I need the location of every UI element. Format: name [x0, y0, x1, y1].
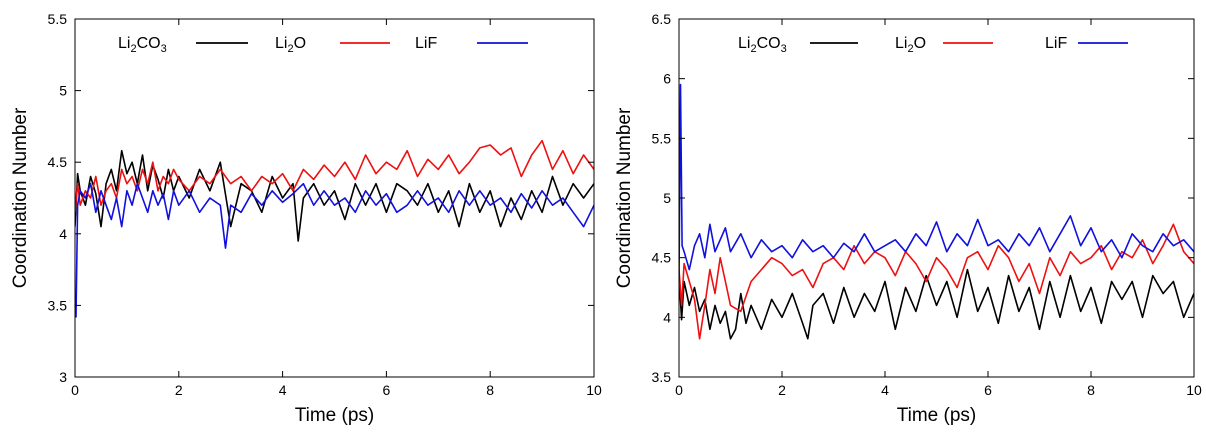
x-tick-label: 0 — [675, 382, 683, 398]
x-tick-label: 6 — [383, 382, 391, 398]
y-axis-label: Coordination Number — [10, 107, 31, 288]
legend-label: Li2CO3 — [738, 35, 787, 55]
legend-text-part: LiF — [1045, 35, 1067, 52]
legend-entry-li2co3: Li2CO3 — [738, 35, 858, 55]
legend-text-part: O — [914, 35, 926, 52]
y-tick-label: 5.5 — [48, 11, 68, 27]
legend-text-part: CO — [757, 35, 781, 52]
legend-label: LiF — [415, 35, 437, 52]
legend-entry-lif: LiF — [1045, 35, 1128, 52]
series-line-lif — [75, 182, 594, 318]
x-tick-label: 4 — [881, 382, 889, 398]
legend-text-part: Li — [895, 35, 907, 52]
y-tick-label: 4 — [59, 226, 67, 242]
y-tick-label: 4 — [663, 309, 671, 325]
series-line-li2o — [75, 139, 594, 213]
series-line-lif — [679, 83, 1194, 282]
y-tick-label: 5.5 — [652, 130, 672, 146]
y-tick-label: 3.5 — [652, 369, 672, 385]
x-tick-label: 2 — [778, 382, 786, 398]
legend-subscript: 3 — [161, 43, 167, 55]
x-tick-label: 4 — [279, 382, 287, 398]
legend-text-part: Li — [275, 35, 287, 52]
x-tick-label: 0 — [71, 382, 79, 398]
legend-subscript: 2 — [750, 43, 756, 55]
series-line-li2o — [679, 223, 1194, 340]
legend-text-part: CO — [137, 35, 161, 52]
y-tick-label: 3.5 — [48, 297, 68, 313]
y-tick-label: 5 — [663, 190, 671, 206]
legend-subscript: 2 — [130, 43, 136, 55]
chart-panel-1: 0 2 4 6 8 10 3 3.5 4 4.5 5 5.5 Time (ps) Coordination… — [10, 11, 602, 426]
x-axis-label: Time (ps) — [295, 405, 375, 426]
legend-subscript: 2 — [287, 43, 293, 55]
x-tick-label: 8 — [1087, 382, 1095, 398]
legend-entry-lif: LiF — [415, 35, 528, 52]
y-tick-label: 6.5 — [652, 11, 672, 27]
y-axis-label: Coordination Number — [614, 107, 635, 288]
x-tick-label: 8 — [486, 382, 494, 398]
legend-text-part: LiF — [415, 35, 437, 52]
legend-text-part: O — [294, 35, 306, 52]
y-tick-label: 3 — [59, 369, 67, 385]
legend-text-part: Li — [118, 35, 130, 52]
chart-panel-2: 0 2 4 6 8 10 3.5 4 4.5 5 5.5 6 6.5 Time (ps) Coordinat… — [614, 11, 1202, 426]
legend-label: Li2O — [895, 35, 926, 55]
x-tick-label: 2 — [175, 382, 183, 398]
legend-label: Li2O — [275, 35, 306, 55]
y-tick-label: 6 — [663, 71, 671, 87]
plot-frame — [74, 18, 595, 378]
legend-entry-li2o: Li2O — [275, 35, 390, 55]
y-tick-label: 5 — [59, 83, 67, 99]
x-tick-label: 10 — [586, 382, 602, 398]
legend-text-part: Li — [738, 35, 750, 52]
legend-label: LiF — [1045, 35, 1067, 52]
x-tick-label: 10 — [1186, 382, 1202, 398]
legend-subscript: 3 — [781, 43, 787, 55]
legend-entry-li2o: Li2O — [895, 35, 993, 55]
x-tick-label: 6 — [984, 382, 992, 398]
plot-frame — [678, 18, 1195, 378]
legend-entry-li2co3: Li2CO3 — [118, 35, 248, 55]
series-line-li2co3 — [75, 149, 594, 242]
series-line-li2co3 — [679, 268, 1194, 340]
x-axis-label: Time (ps) — [897, 405, 977, 426]
y-tick-label: 4.5 — [48, 154, 68, 170]
legend-label: Li2CO3 — [118, 35, 167, 55]
legend-subscript: 2 — [907, 43, 913, 55]
y-tick-label: 4.5 — [652, 250, 672, 266]
